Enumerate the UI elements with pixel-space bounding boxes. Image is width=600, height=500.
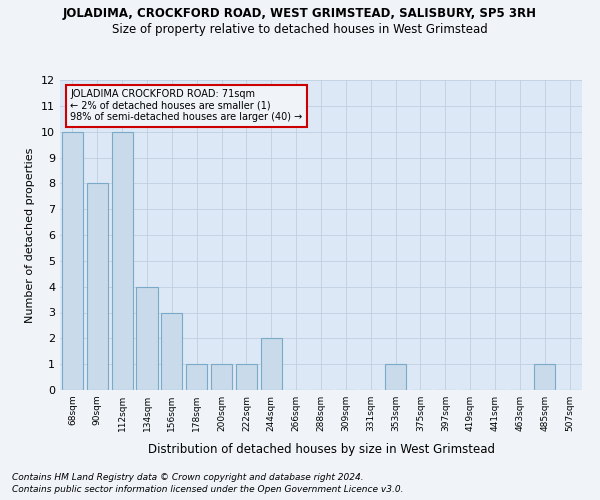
Bar [261,338,282,390]
Text: Contains HM Land Registry data © Crown copyright and database right 2024.: Contains HM Land Registry data © Crown c… [12,472,364,482]
Y-axis label: Number of detached properties: Number of detached properties [25,148,35,322]
Bar [534,364,555,390]
Text: JOLADIMA CROCKFORD ROAD: 71sqm
← 2% of detached houses are smaller (1)
98% of se: JOLADIMA CROCKFORD ROAD: 71sqm ← 2% of d… [70,90,302,122]
Bar [87,184,108,390]
Bar [161,312,182,390]
Text: Size of property relative to detached houses in West Grimstead: Size of property relative to detached ho… [112,22,488,36]
Bar [112,132,133,390]
Bar [186,364,207,390]
Bar [62,132,83,390]
Text: Contains public sector information licensed under the Open Government Licence v3: Contains public sector information licen… [12,485,404,494]
Text: Distribution of detached houses by size in West Grimstead: Distribution of detached houses by size … [148,442,494,456]
Bar [385,364,406,390]
Bar [236,364,257,390]
Text: JOLADIMA, CROCKFORD ROAD, WEST GRIMSTEAD, SALISBURY, SP5 3RH: JOLADIMA, CROCKFORD ROAD, WEST GRIMSTEAD… [63,8,537,20]
Bar [136,286,158,390]
Bar [211,364,232,390]
